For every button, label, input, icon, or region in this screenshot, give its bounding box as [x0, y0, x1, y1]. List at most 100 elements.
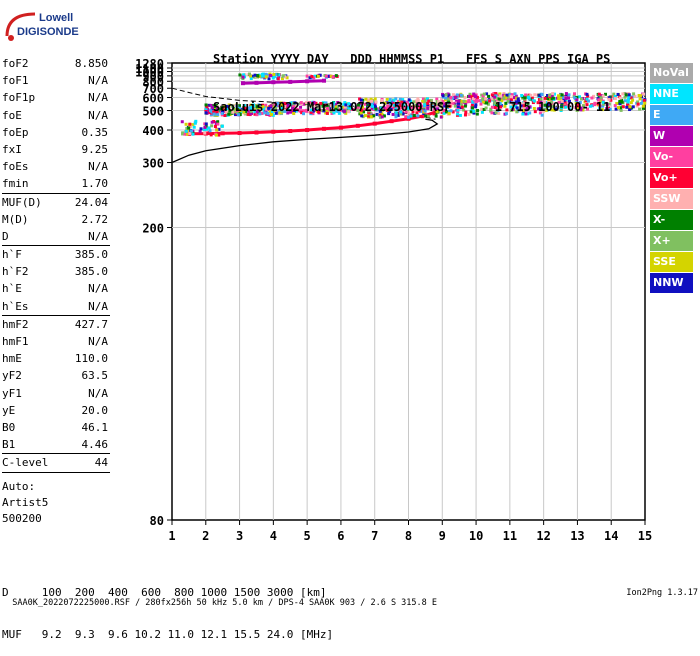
echo-point: [641, 104, 645, 108]
echo-point: [344, 103, 348, 107]
echo-point: [455, 98, 459, 102]
echo-point: [600, 108, 604, 112]
echo-point: [617, 106, 621, 110]
legend-item: NNW: [650, 273, 693, 293]
echo-point: [533, 110, 537, 114]
param-row: h`F 385.0: [2, 246, 110, 263]
separator: [2, 453, 110, 455]
echo-point: [283, 109, 287, 113]
echo-point: [492, 98, 496, 102]
echo-point: [536, 107, 540, 111]
param-value: N/A: [88, 335, 108, 348]
echo-point: [255, 109, 259, 113]
echo-point: [300, 111, 304, 115]
legend-item: NoVal: [650, 63, 693, 83]
y-tick-label: 1100: [135, 62, 164, 76]
echo-point: [359, 98, 363, 102]
echo-point: [180, 120, 184, 124]
echo-point: [493, 95, 497, 99]
echo-point: [489, 109, 493, 113]
echo-point: [286, 104, 290, 108]
echo-point: [414, 99, 418, 103]
echo-point: [522, 105, 526, 109]
echo-point: [281, 74, 285, 78]
echo-point: [189, 124, 193, 128]
echo-point: [257, 106, 261, 110]
echo-point: [209, 103, 213, 107]
echo-point: [292, 112, 296, 116]
echo-point: [294, 109, 298, 113]
echo-point: [334, 74, 338, 78]
echo-point: [381, 108, 385, 112]
echo-point: [642, 98, 646, 102]
echo-point: [269, 112, 273, 116]
echo-point: [401, 98, 405, 102]
echo-point: [481, 97, 485, 101]
echo-point: [309, 110, 313, 114]
echo-point: [544, 108, 548, 112]
echo-point: [611, 94, 615, 98]
echo-point: [380, 113, 384, 117]
trace-line: [242, 79, 325, 85]
param-name: B0: [2, 420, 16, 434]
param-value: 8.850: [74, 57, 108, 70]
echo-point: [546, 93, 550, 97]
echo-point: [546, 97, 550, 101]
echo-point: [562, 95, 566, 99]
echo-point: [526, 112, 530, 116]
echo-point: [185, 126, 189, 130]
echo-point: [641, 106, 645, 110]
echo-point: [331, 75, 335, 79]
echo-point: [526, 101, 530, 105]
echo-point: [400, 100, 404, 104]
echo-point: [264, 103, 268, 107]
echo-point: [272, 72, 276, 76]
echo-point: [271, 74, 275, 78]
echo-point: [237, 104, 241, 108]
echo-point: [539, 102, 543, 106]
y-tick-label: 600: [142, 92, 164, 106]
legend-item: X+: [650, 231, 693, 251]
echo-point: [225, 107, 229, 111]
echo-point: [581, 104, 585, 108]
echo-point: [528, 111, 532, 115]
echo-point: [267, 77, 271, 81]
echo-point: [335, 107, 339, 111]
echo-point: [463, 113, 467, 117]
echo-point: [642, 92, 646, 96]
echo-point: [309, 108, 313, 112]
echo-point: [615, 102, 619, 106]
echo-point: [467, 98, 471, 102]
echo-point: [406, 105, 410, 109]
echo-point: [626, 102, 630, 106]
echo-point: [474, 95, 478, 99]
param-row: D N/A: [2, 228, 110, 245]
echo-point: [434, 102, 438, 106]
echo-point: [314, 104, 318, 108]
echo-point: [609, 98, 613, 102]
echo-point: [504, 101, 508, 105]
echo-point: [359, 108, 363, 112]
echo-point: [261, 105, 265, 109]
echo-point: [240, 107, 244, 111]
echo-point: [509, 95, 513, 99]
param-row: fmin 1.70: [2, 175, 110, 192]
echo-point: [356, 103, 360, 107]
echo-point: [528, 105, 532, 109]
echo-point: [316, 74, 320, 78]
legend-item: X-: [650, 210, 693, 230]
param-name: h`Es: [2, 299, 29, 313]
param-name: foEs: [2, 160, 29, 174]
echo-point: [378, 113, 382, 117]
echo-point: [427, 99, 431, 103]
footer-right: Ion2Png 1.3.17: [626, 588, 698, 598]
logo-swoosh-icon: [5, 12, 36, 41]
echo-point: [425, 97, 429, 101]
echo-point: [261, 72, 265, 76]
echo-point: [199, 127, 203, 131]
echo-point: [459, 93, 463, 97]
echo-point: [472, 111, 476, 115]
echo-point: [393, 103, 397, 107]
echo-point: [317, 103, 321, 107]
echo-point: [285, 106, 289, 110]
